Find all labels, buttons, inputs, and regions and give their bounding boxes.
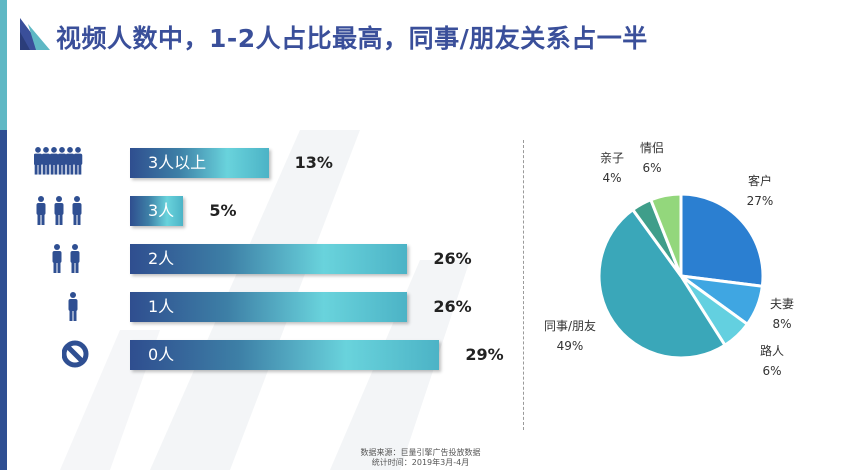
title-logo-icon [20,18,50,50]
footer-source: 数据来源：巨量引擎广告投放数据 [360,448,481,457]
bar-value-label: 29% [465,345,504,364]
bar-value-label: 26% [433,297,472,316]
bar [130,196,184,226]
bar-value-label: 5% [209,201,237,220]
pie-slice-value: 8% [772,317,791,331]
bar-category-label: 2人 [148,249,175,268]
group-large-icon [33,146,86,184]
bar-row: 3人 5% [0,196,520,230]
pie-slice-label: 路人 [760,343,784,358]
bar-value-label: 26% [433,249,472,268]
bar [130,292,408,322]
left-accent-bar-top [0,0,7,130]
section-divider [523,140,524,430]
pie-slice-value: 6% [642,161,661,175]
pie-slice-value: 27% [747,194,774,208]
pie-slice [597,207,728,360]
two-people-icon [51,242,83,280]
bar [130,244,408,274]
page-title: 视频人数中，1-2人占比最高，同事/朋友关系占一半 [56,24,648,53]
bar-category-label: 0人 [148,345,175,364]
pie-slice-label: 亲子 [600,151,624,165]
bar-category-label: 3人以上 [148,153,207,172]
pie-slice [679,192,765,288]
pie-slice [648,192,683,277]
bar-row: 1人 26% [0,292,520,326]
one-person-icon [67,290,81,328]
bar-row: 2人 26% [0,244,520,278]
bar-row: 0人 29% [0,340,520,374]
bar-category-label: 1人 [148,297,175,316]
no-person-icon [61,338,90,376]
pie-slice-label: 客户 [748,173,772,188]
three-people-icon [35,194,85,232]
bar [130,148,269,178]
left-accent-bar [0,130,7,470]
pie-slice-value: 49% [557,339,584,353]
bar-category-label: 3人 [148,201,175,220]
pie-slice-value: 6% [762,364,781,378]
footer-period: 统计时间：2019年3月-4月 [371,458,470,467]
bar-row: 3人以上 13% [0,146,520,184]
pie-slice-label: 同事/朋友 [544,319,596,333]
pie-slice-label: 情侣 [640,140,664,155]
pie-slice-label: 夫妻 [770,297,794,311]
bar [130,340,440,370]
pie-slice-value: 4% [602,171,621,185]
relationship-pie-chart: 客户 27% 夫妻 8% 路人 6% 同事/朋友 49% 亲子 4% 情侣 6% [544,140,794,378]
bar-value-label: 13% [294,153,333,172]
